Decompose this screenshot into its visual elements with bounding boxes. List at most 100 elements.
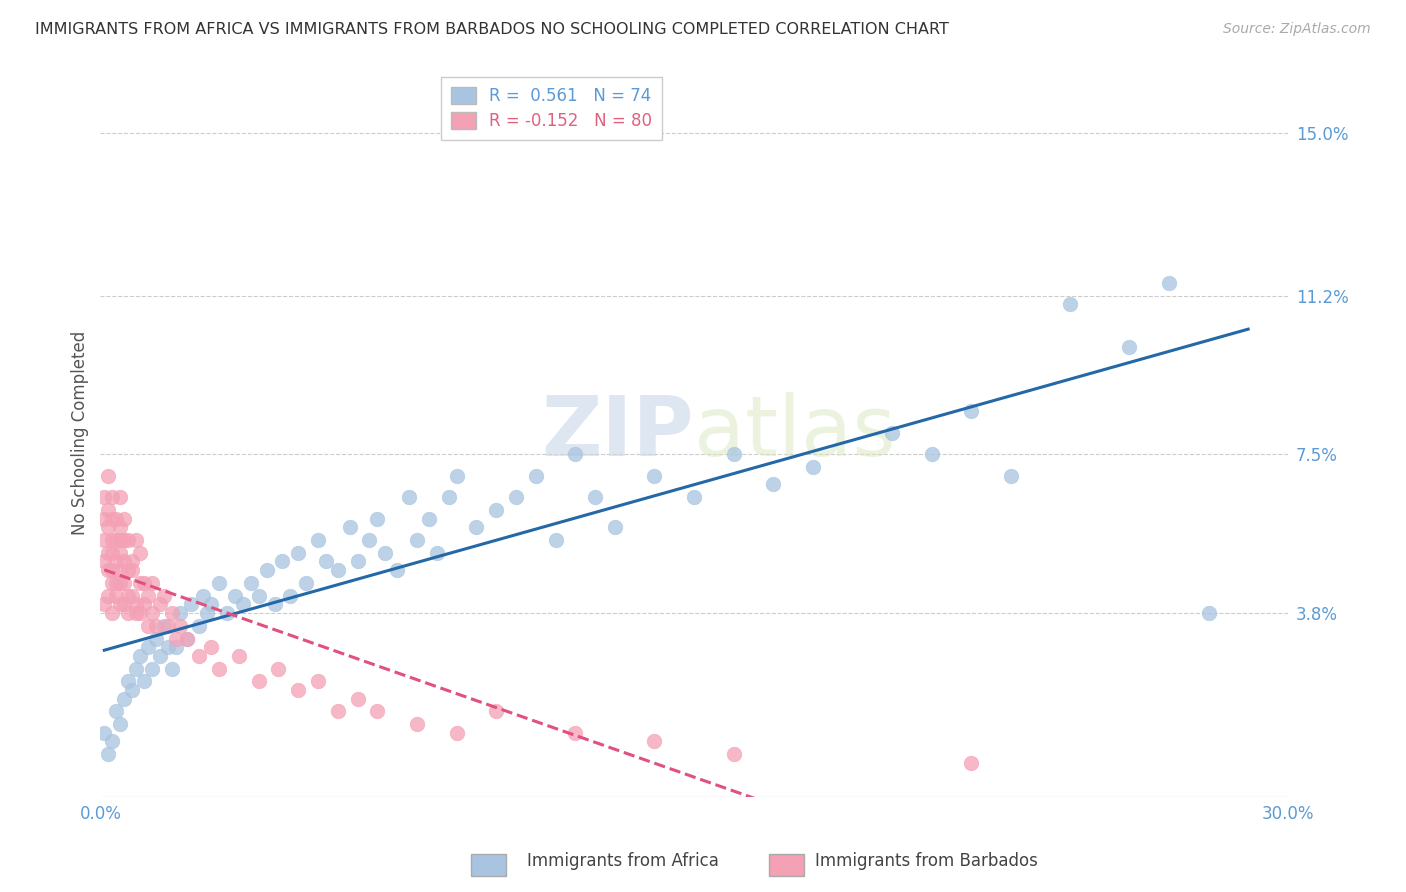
Point	[101, 511, 124, 525]
Point	[97, 589, 120, 603]
Point	[112, 575, 135, 590]
Y-axis label: No Schooling Completed: No Schooling Completed	[72, 331, 89, 535]
Point	[101, 546, 124, 560]
Point	[141, 662, 163, 676]
Point	[108, 533, 131, 547]
Point	[287, 546, 309, 560]
Point	[136, 618, 159, 632]
Point	[105, 575, 128, 590]
Point	[108, 563, 131, 577]
Point	[97, 468, 120, 483]
Point	[132, 674, 155, 689]
Point	[108, 597, 131, 611]
Point	[129, 648, 152, 663]
Point	[1059, 297, 1081, 311]
Point	[93, 554, 115, 568]
Point	[112, 533, 135, 547]
Point	[326, 705, 349, 719]
Point	[564, 726, 586, 740]
Point	[239, 575, 262, 590]
Point	[97, 503, 120, 517]
Point	[132, 597, 155, 611]
Point	[880, 425, 903, 440]
Point	[723, 747, 745, 762]
Point	[267, 662, 290, 676]
Point	[256, 563, 278, 577]
Text: ZIP: ZIP	[541, 392, 695, 474]
Point	[121, 554, 143, 568]
Point	[465, 520, 488, 534]
Point	[105, 511, 128, 525]
Point	[129, 546, 152, 560]
Point	[366, 511, 388, 525]
Point	[152, 589, 174, 603]
Point	[544, 533, 567, 547]
Point	[1157, 276, 1180, 290]
Point	[374, 546, 396, 560]
Point	[108, 520, 131, 534]
Point	[121, 563, 143, 577]
Point	[1118, 340, 1140, 354]
Point	[583, 490, 606, 504]
Point	[93, 511, 115, 525]
Point	[398, 490, 420, 504]
Point	[247, 674, 270, 689]
Point	[145, 618, 167, 632]
Point	[132, 575, 155, 590]
Point	[505, 490, 527, 504]
Point	[117, 533, 139, 547]
Point	[101, 734, 124, 748]
Point	[117, 674, 139, 689]
Point	[1000, 468, 1022, 483]
Point	[129, 606, 152, 620]
Point	[121, 589, 143, 603]
Point	[149, 597, 172, 611]
Point	[165, 632, 187, 646]
Point	[97, 546, 120, 560]
Point	[101, 575, 124, 590]
Point	[125, 597, 148, 611]
Point	[117, 606, 139, 620]
Text: atlas: atlas	[695, 392, 896, 474]
Point	[121, 683, 143, 698]
Point	[446, 468, 468, 483]
Point	[188, 618, 211, 632]
Point	[437, 490, 460, 504]
Point	[125, 606, 148, 620]
Point	[683, 490, 706, 504]
Point	[129, 575, 152, 590]
Point	[208, 575, 231, 590]
Point	[112, 554, 135, 568]
Point	[326, 563, 349, 577]
Point	[762, 477, 785, 491]
Point	[93, 597, 115, 611]
Point	[160, 606, 183, 620]
Point	[307, 674, 329, 689]
Point	[108, 490, 131, 504]
Point	[278, 589, 301, 603]
Point	[97, 563, 120, 577]
Point	[136, 640, 159, 654]
Point	[359, 533, 381, 547]
Point	[921, 447, 943, 461]
Point	[101, 490, 124, 504]
Point	[603, 520, 626, 534]
Point	[263, 597, 285, 611]
Point	[208, 662, 231, 676]
Point	[200, 640, 222, 654]
Point	[960, 756, 983, 770]
Point	[232, 597, 254, 611]
Point	[141, 575, 163, 590]
Point	[176, 632, 198, 646]
Point	[156, 618, 179, 632]
Point	[180, 597, 202, 611]
Point	[188, 648, 211, 663]
Point	[105, 554, 128, 568]
Point	[101, 563, 124, 577]
Point	[307, 533, 329, 547]
Point	[215, 606, 238, 620]
Point	[200, 597, 222, 611]
Point	[108, 717, 131, 731]
Point	[101, 606, 124, 620]
Point	[169, 618, 191, 632]
